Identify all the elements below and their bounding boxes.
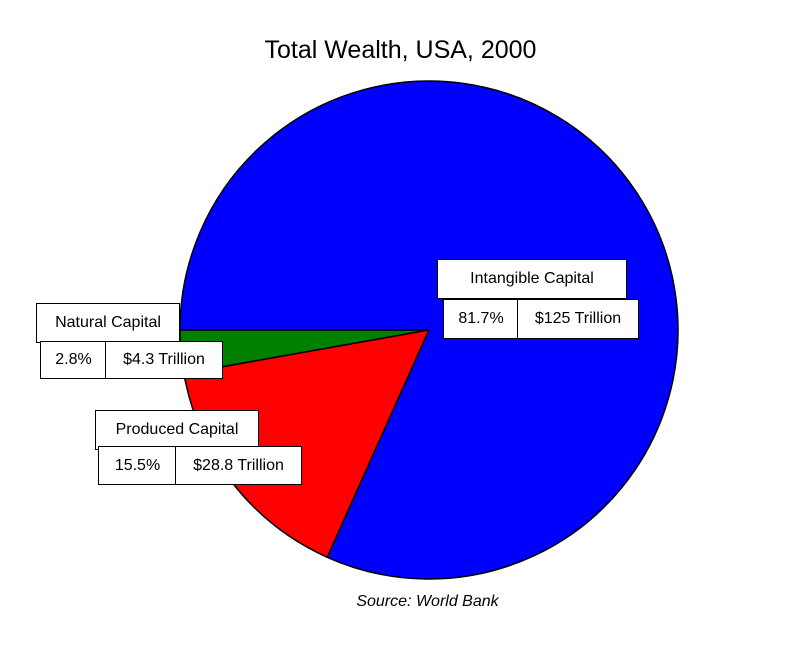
chart-title: Total Wealth, USA, 2000 — [264, 36, 537, 64]
label-natural-percent: 2.8% — [40, 341, 107, 379]
label-natural-name: Natural Capital — [36, 303, 180, 343]
label-natural-value: $4.3 Trillion — [105, 341, 223, 379]
pie-slice-intangible-capital — [179, 80, 679, 580]
label-intangible-percent: 81.7% — [443, 299, 519, 339]
label-intangible-name: Intangible Capital — [437, 259, 627, 299]
chart-source: Source: World Bank — [356, 593, 499, 610]
label-intangible-value: $125 Trillion — [517, 299, 639, 339]
label-produced-percent: 15.5% — [98, 446, 177, 485]
label-produced-value: $28.8 Trillion — [175, 446, 302, 485]
label-produced-name: Produced Capital — [95, 410, 259, 450]
